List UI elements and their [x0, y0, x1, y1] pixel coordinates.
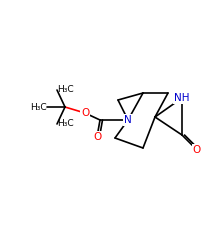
Text: O: O [81, 108, 89, 118]
Text: NH: NH [174, 93, 190, 103]
Text: O: O [193, 145, 201, 155]
Text: H₃C: H₃C [57, 86, 74, 95]
Text: O: O [93, 132, 101, 142]
Text: N: N [124, 115, 132, 125]
Text: H₃C: H₃C [30, 103, 47, 112]
Text: H₃C: H₃C [57, 120, 74, 129]
